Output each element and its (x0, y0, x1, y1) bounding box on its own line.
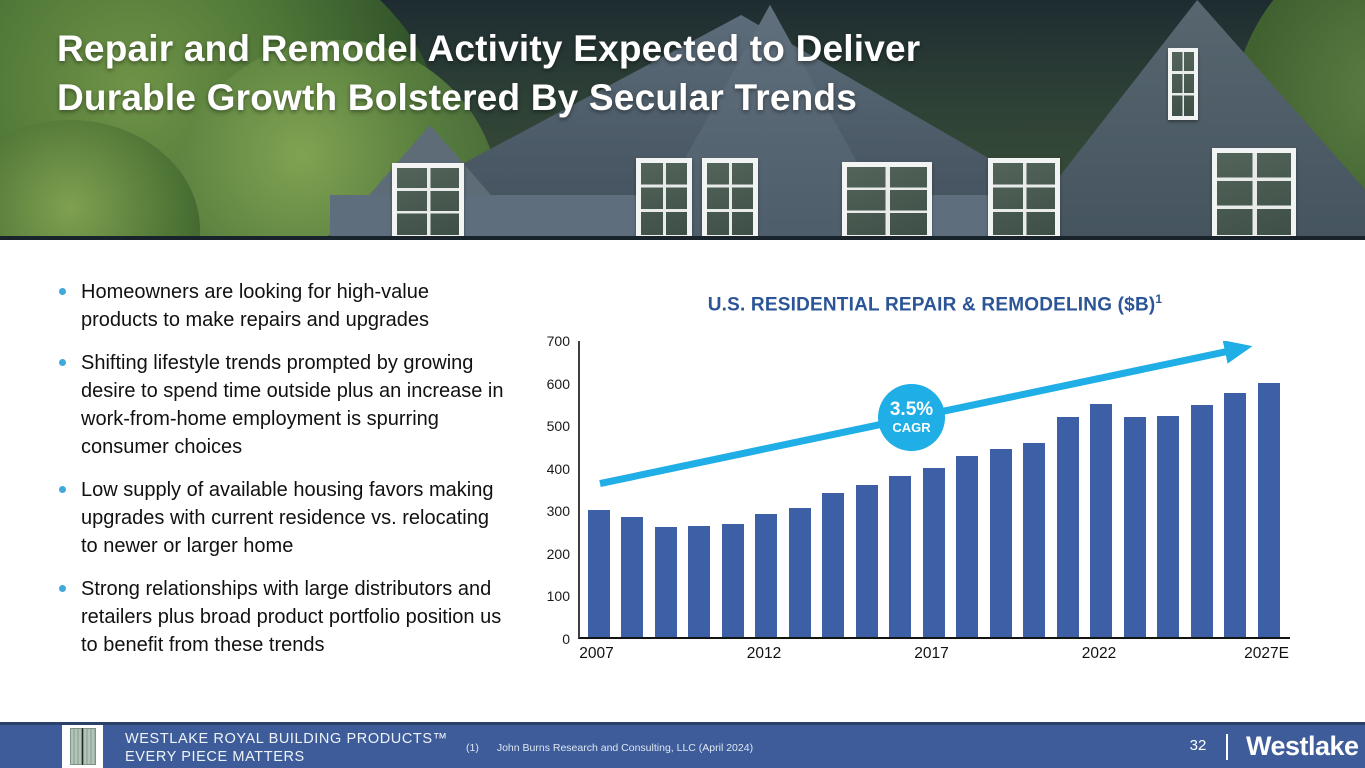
photo-attic-window (1168, 48, 1198, 120)
photo-window (636, 158, 692, 240)
footer-brand-text: WESTLAKE ROYAL BUILDING PRODUCTS™ EVERY … (125, 730, 448, 766)
slide-title-line1: Repair and Remodel Activity Expected to … (57, 28, 921, 69)
chart-title-footnote-marker: 1 (1155, 292, 1163, 306)
x-tick-label: 2007 (579, 645, 614, 662)
bar-2018 (956, 456, 978, 637)
y-tick-label: 100 (546, 588, 570, 605)
bar-2011 (721, 523, 744, 637)
shutter-panel (83, 728, 96, 765)
y-tick-label: 400 (546, 460, 570, 477)
photo-window (988, 158, 1060, 240)
footer-bar: WESTLAKE ROYAL BUILDING PRODUCTS™ EVERY … (0, 722, 1365, 768)
bar-2022 (1090, 404, 1112, 637)
bullet-list: Homeowners are looking for high-value pr… (57, 278, 509, 674)
bullet-text: Homeowners are looking for high-value pr… (81, 281, 429, 331)
bar-2027E (1257, 383, 1280, 637)
photo-window (1212, 148, 1296, 240)
bar-2019 (989, 448, 1012, 637)
bar-2009 (654, 527, 677, 637)
photo-bottom-edge (0, 236, 1365, 240)
bullet-item: Low supply of available housing favors m… (57, 476, 509, 560)
bullet-text: Low supply of available housing favors m… (81, 479, 494, 557)
y-tick-label: 500 (546, 418, 570, 435)
bar-2010 (688, 525, 710, 637)
bar-2007 (587, 510, 610, 637)
bar-2017 (922, 467, 945, 637)
chart-y-axis: 0 100 200 300 400 500 600 700 (528, 333, 570, 647)
cagr-label: CAGR (892, 419, 931, 435)
x-tick-label: 2017 (914, 645, 949, 662)
chart-plot: 3.5% CAGR (578, 341, 1290, 639)
cagr-badge: 3.5% CAGR (878, 384, 945, 451)
hero-photo (0, 0, 1365, 240)
footnote-marker: (1) (466, 742, 479, 754)
footer-divider (1226, 734, 1228, 760)
slide-title: Repair and Remodel Activity Expected to … (57, 24, 1137, 122)
bar-2015 (855, 484, 878, 637)
slide-title-line2: Durable Growth Bolstered By Secular Tren… (57, 77, 857, 119)
chart-x-axis: 2007 2012 2017 2022 2027E (578, 645, 1290, 667)
footer-brand-line2: EVERY PIECE MATTERS (125, 749, 305, 766)
y-tick-label: 300 (546, 503, 570, 520)
bullet-item: Homeowners are looking for high-value pr… (57, 278, 509, 334)
bullet-dot-icon (59, 288, 66, 295)
bullet-text: Strong relationships with large distribu… (81, 578, 502, 656)
photo-window (842, 162, 932, 240)
bar-2013 (788, 508, 811, 637)
bar-2023 (1123, 417, 1146, 637)
bar-2026 (1224, 392, 1246, 637)
bar-2021 (1056, 417, 1079, 637)
westlake-logo: Westlake (1246, 731, 1359, 761)
page-number: 32 (1189, 737, 1207, 754)
photo-window (702, 158, 758, 240)
bar-2012 (755, 514, 777, 637)
bar-2016 (889, 476, 911, 637)
bar-2025 (1190, 405, 1213, 637)
y-tick-label: 200 (546, 545, 570, 562)
bullet-item: Strong relationships with large distribu… (57, 575, 509, 659)
cagr-value: 3.5% (889, 398, 934, 420)
bar-2024 (1157, 416, 1179, 637)
x-tick-label: 2027E (1244, 645, 1289, 662)
photo-window (392, 163, 464, 240)
bar-2014 (822, 493, 844, 637)
chart-title: U.S. RESIDENTIAL REPAIR & REMODELING ($B… (560, 292, 1310, 316)
chart-title-text: U.S. RESIDENTIAL REPAIR & REMODELING ($B… (707, 294, 1156, 316)
bullet-dot-icon (59, 585, 66, 592)
bar-2020 (1023, 443, 1045, 637)
footer-logo-box (62, 725, 103, 768)
bullet-dot-icon (59, 359, 66, 366)
y-tick-label: 0 (562, 631, 570, 647)
trend-arrow (599, 341, 1253, 488)
x-tick-label: 2012 (746, 645, 782, 662)
footer-footnote: (1) John Burns Research and Consulting, L… (466, 742, 753, 754)
y-tick-label: 600 (546, 375, 570, 392)
bullet-text: Shifting lifestyle trends prompted by gr… (81, 352, 504, 458)
y-tick-label: 700 (546, 333, 570, 349)
footer-brand-line1: WESTLAKE ROYAL BUILDING PRODUCTS™ (125, 731, 448, 747)
x-tick-label: 2022 (1081, 645, 1117, 662)
footnote-text: John Burns Research and Consulting, LLC … (496, 742, 754, 754)
bullet-item: Shifting lifestyle trends prompted by gr… (57, 349, 509, 461)
shutters-logo-icon (69, 728, 96, 765)
bar-2008 (621, 516, 643, 637)
bullet-dot-icon (59, 486, 66, 493)
shutter-panel (69, 728, 82, 765)
